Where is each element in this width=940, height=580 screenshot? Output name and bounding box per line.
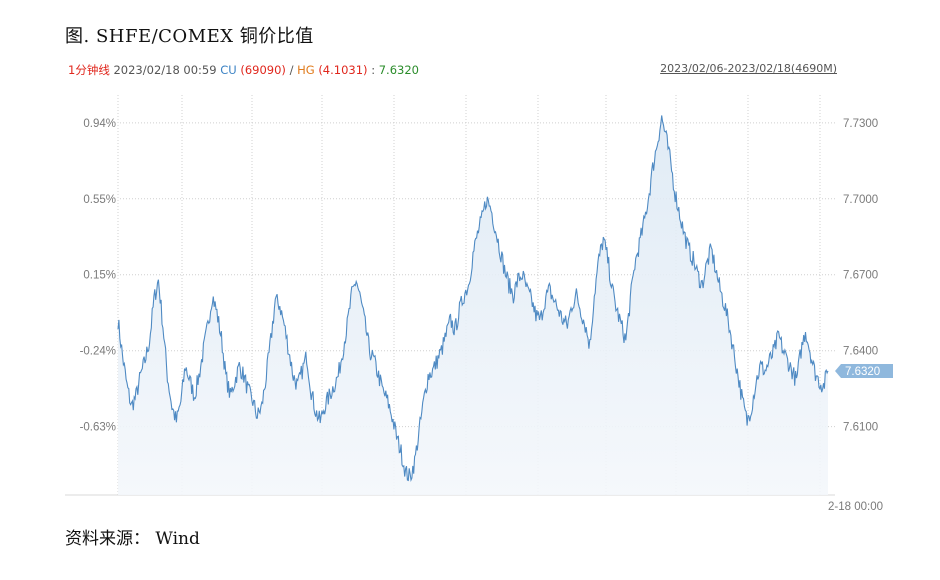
hg-label: HG	[297, 63, 315, 77]
datetime-label: 2023/02/18 00:59	[113, 63, 217, 77]
ratio-value: 7.6320	[378, 63, 419, 77]
x-end-tick-label: 2-18 00:00	[828, 501, 883, 513]
period-label: 1分钟线	[68, 63, 110, 77]
axis-ticks: 0.94% 7.7300 0.55% 7.7000 0.15% 7.6700 -0.24% 7…	[80, 118, 879, 434]
pair-separator: /	[289, 63, 294, 77]
current-value-badge-shape	[835, 363, 893, 378]
series-area	[118, 115, 828, 496]
source-note: 资料来源： Wind	[65, 529, 200, 549]
cu-value: (69090)	[240, 63, 286, 77]
left-tick-label: 0.94%	[83, 118, 116, 130]
left-tick-label: 0.55%	[83, 194, 116, 206]
ratio-separator: :	[371, 63, 376, 77]
series-line	[117, 115, 829, 482]
date-range-label[interactable]: 2023/02/06-2023/02/18(4690M)	[660, 62, 837, 75]
right-tick-label: 7.6700	[843, 270, 878, 282]
right-tick-label: 7.7000	[843, 194, 878, 206]
cu-label: CU	[220, 63, 237, 77]
current-value-badge: 7.6320	[835, 363, 893, 378]
info-line: 1分钟线 2023/02/18 00:59 CU (69090) / HG (4…	[68, 62, 419, 78]
hg-value: (4.1031)	[318, 63, 368, 77]
left-tick-label: -0.24%	[80, 346, 116, 358]
figure-title: 图. SHFE/COMEX 铜价比值	[65, 26, 314, 47]
right-tick-label: 7.7300	[843, 118, 878, 130]
left-tick-label: -0.63%	[80, 422, 116, 434]
right-tick-label: 7.6100	[843, 422, 878, 434]
current-value-text: 7.6320	[845, 366, 880, 378]
left-tick-label: 0.15%	[83, 270, 116, 282]
right-tick-label: 7.6400	[843, 346, 878, 358]
